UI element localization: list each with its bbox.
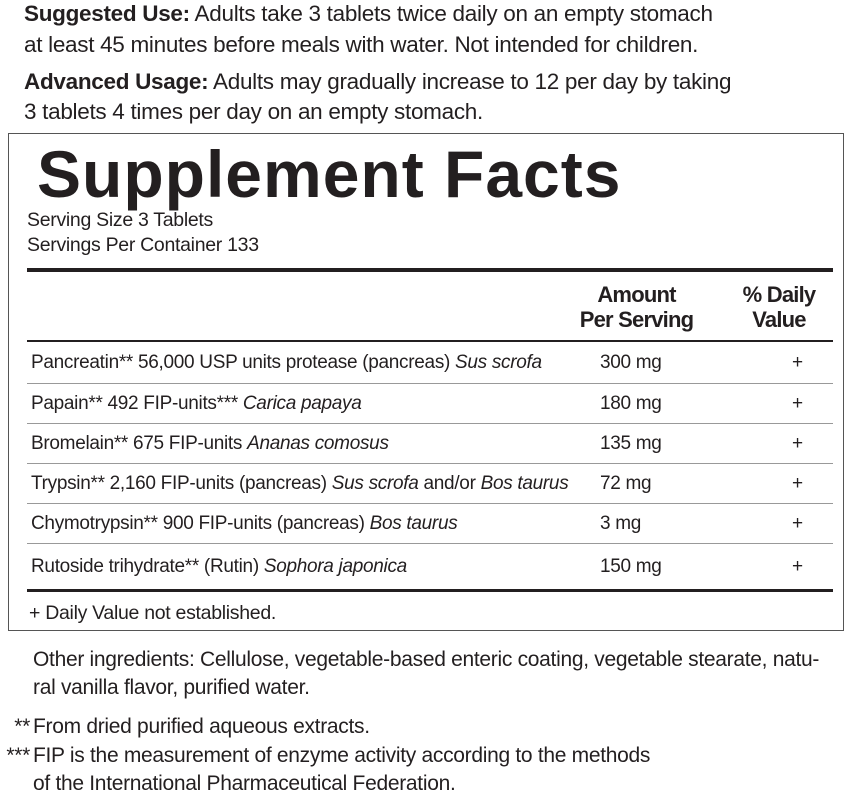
amount-header-line1: Amount [597, 282, 676, 307]
footnote-mark-2: *** [6, 744, 30, 767]
daily-value: + [792, 513, 803, 534]
table-row: Chymotrypsin** 900 FIP-units (pancreas) … [27, 504, 833, 544]
other-ingredients-line1: Other ingredients: Cellulose, vegetable-… [33, 648, 820, 671]
advanced-usage: Advanced Usage: Adults may gradually inc… [24, 67, 731, 96]
advanced-usage-text: Adults may gradually increase to 12 per … [208, 69, 732, 94]
supplement-facts-panel: Supplement Facts Serving Size 3 Tablets … [8, 133, 844, 631]
amount: 150 mg [600, 556, 662, 577]
servings-per-container: Servings Per Container 133 [27, 234, 259, 256]
serving-size: Serving Size 3 Tablets [27, 209, 213, 231]
ingredient-name: Trypsin** 2,160 FIP-units (pancreas) Sus… [31, 473, 569, 494]
suggested-use: Suggested Use: Adults take 3 tablets twi… [24, 0, 713, 28]
table-row: Pancreatin** 56,000 USP units protease (… [27, 342, 833, 384]
dv-header-line2: Value [752, 307, 806, 332]
thick-divider [27, 268, 833, 272]
advanced-usage-line2: 3 tablets 4 times per day on an empty st… [24, 99, 483, 124]
other-ingredients-line2: ral vanilla flavor, purified water. [33, 676, 310, 699]
daily-value: + [792, 352, 803, 373]
table-row: Bromelain** 675 FIP-units Ananas comosus… [27, 424, 833, 464]
dv-header: % Daily Value [729, 282, 829, 332]
dv-footnote: + Daily Value not established. [29, 602, 277, 624]
daily-value: + [792, 473, 803, 494]
ingredient-name: Papain** 492 FIP-units*** Carica papaya [31, 393, 362, 414]
advanced-usage-label: Advanced Usage: [24, 69, 209, 94]
footnote-1: From dried purified aqueous extracts. [33, 715, 370, 738]
table-row: Rutoside trihydrate** (Rutin) Sophora ja… [27, 544, 833, 589]
ingredient-name: Bromelain** 675 FIP-units Ananas comosus [31, 433, 389, 454]
ingredient-name: Chymotrypsin** 900 FIP-units (pancreas) … [31, 513, 458, 534]
suggested-use-line2: at least 45 minutes before meals with wa… [24, 32, 699, 57]
amount: 180 mg [600, 393, 662, 414]
suggested-use-text: Adults take 3 tablets twice daily on an … [189, 1, 713, 26]
amount: 300 mg [600, 352, 662, 373]
ingredient-name: Rutoside trihydrate** (Rutin) Sophora ja… [31, 556, 407, 577]
daily-value: + [792, 433, 803, 454]
amount-header-line2: Per Serving [579, 307, 694, 332]
daily-value: + [792, 393, 803, 414]
bottom-divider [27, 589, 833, 592]
footnote-2-line2: of the International Pharmaceutical Fede… [33, 772, 456, 795]
dv-header-line1: % Daily [742, 282, 816, 307]
table-row: Papain** 492 FIP-units*** Carica papaya 1… [27, 384, 833, 424]
footnote-2-line1: FIP is the measurement of enzyme activit… [33, 744, 651, 767]
daily-value: + [792, 556, 803, 577]
footnote-mark-1: ** [14, 715, 30, 738]
amount: 3 mg [600, 513, 642, 534]
amount: 72 mg [600, 473, 652, 494]
ingredient-name: Pancreatin** 56,000 USP units protease (… [31, 352, 542, 373]
amount-header: Amount Per Serving [569, 282, 704, 332]
suggested-use-label: Suggested Use: [24, 1, 190, 26]
panel-title: Supplement Facts [37, 137, 622, 211]
amount: 135 mg [600, 433, 662, 454]
header-divider [27, 340, 833, 342]
table-row: Trypsin** 2,160 FIP-units (pancreas) Sus… [27, 464, 833, 504]
